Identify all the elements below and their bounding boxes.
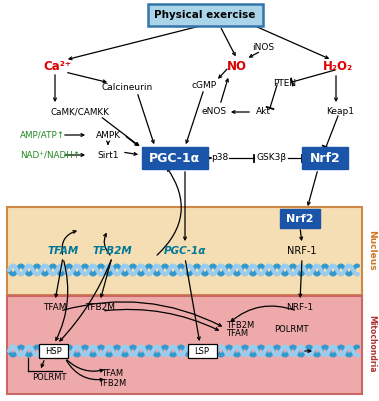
Text: TFB2M: TFB2M — [98, 379, 126, 389]
Bar — [142, 147, 208, 169]
Text: TFAM: TFAM — [101, 369, 123, 379]
Bar — [188, 344, 217, 358]
Text: Ca²⁺: Ca²⁺ — [43, 61, 71, 73]
Text: TFAM: TFAM — [47, 246, 78, 256]
Text: cGMP: cGMP — [191, 81, 216, 89]
Text: NAD⁺/NADH↑: NAD⁺/NADH↑ — [20, 150, 80, 160]
Text: H₂O₂: H₂O₂ — [323, 61, 353, 73]
Bar — [39, 344, 68, 358]
Text: Sirt1: Sirt1 — [97, 150, 119, 160]
Text: Calcineurin: Calcineurin — [101, 83, 153, 93]
Text: TFB2M: TFB2M — [85, 304, 115, 312]
Bar — [280, 209, 320, 228]
Text: Nucleus: Nucleus — [368, 230, 376, 270]
Text: NRF-1: NRF-1 — [287, 304, 313, 312]
Text: iNOS: iNOS — [252, 43, 274, 53]
Text: p38: p38 — [211, 154, 229, 162]
Text: NRF-1: NRF-1 — [287, 246, 317, 256]
Text: TFB2M: TFB2M — [226, 320, 254, 330]
Text: CaMK/CAMKK: CaMK/CAMKK — [50, 107, 110, 117]
Text: PGC-1α: PGC-1α — [164, 246, 206, 256]
Text: TFB2M: TFB2M — [92, 246, 132, 256]
Bar — [302, 147, 348, 169]
Text: TFAM: TFAM — [43, 304, 67, 312]
Text: TFAM: TFAM — [226, 330, 248, 338]
Text: Mitochondria: Mitochondria — [368, 315, 376, 373]
Text: AMP/ATP↑: AMP/ATP↑ — [20, 130, 65, 140]
Bar — [7, 207, 362, 295]
Text: POLRMT: POLRMT — [274, 326, 309, 334]
Bar — [148, 4, 263, 26]
Text: Physical exercise: Physical exercise — [154, 10, 256, 20]
Text: Nrf2: Nrf2 — [286, 213, 314, 223]
Text: POLRMT: POLRMT — [32, 373, 66, 383]
Text: Nrf2: Nrf2 — [310, 152, 340, 164]
Text: Akt: Akt — [255, 107, 271, 117]
Text: PGC-1α: PGC-1α — [149, 152, 200, 164]
Text: NO: NO — [227, 61, 247, 73]
Text: Keap1: Keap1 — [326, 107, 354, 117]
Text: HSP: HSP — [45, 346, 63, 356]
Text: GSK3β: GSK3β — [257, 154, 287, 162]
Text: PTEN: PTEN — [273, 79, 296, 89]
Text: AMPK: AMPK — [96, 130, 121, 140]
Text: LSP: LSP — [194, 346, 210, 356]
Bar — [7, 296, 362, 394]
Text: eNOS: eNOS — [201, 107, 227, 117]
